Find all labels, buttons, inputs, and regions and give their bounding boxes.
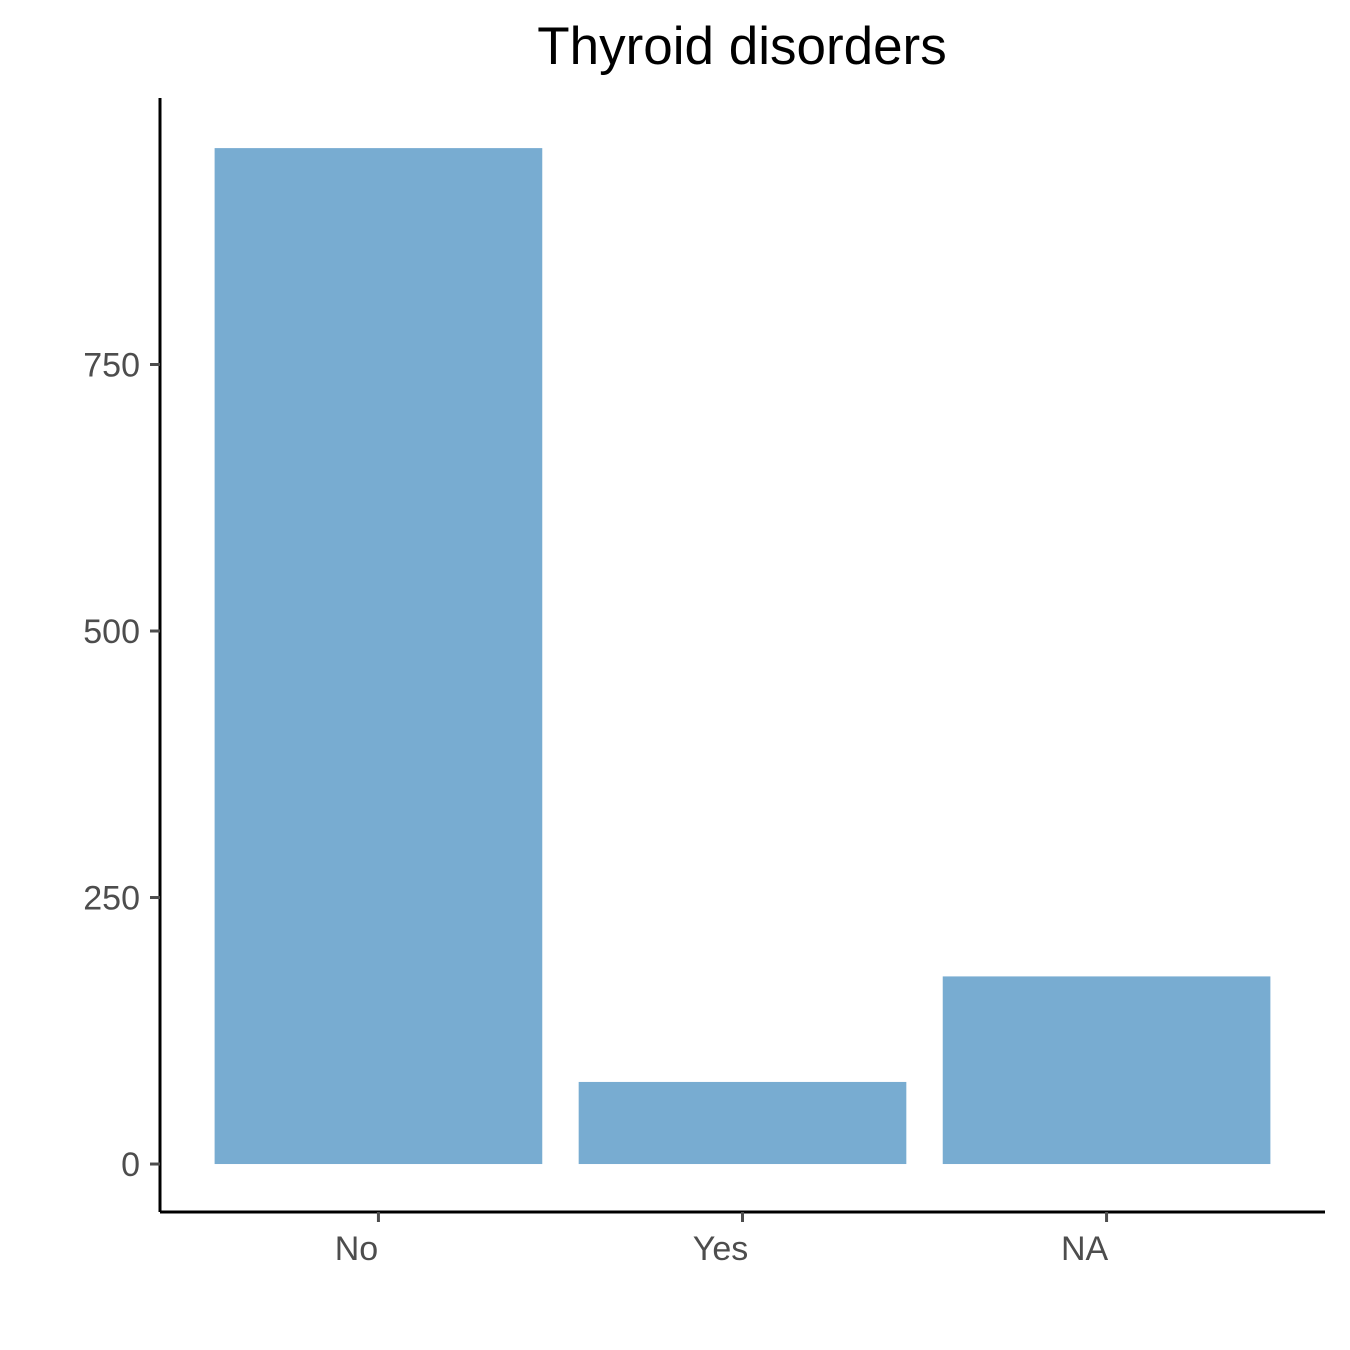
bar-na (942, 976, 1271, 1165)
chart-title: Thyroid disorders (537, 17, 946, 76)
bar-yes (578, 1081, 907, 1165)
bars-layer (214, 148, 1271, 1165)
x-tick-label-no: No (335, 1230, 378, 1268)
bar-no (214, 148, 543, 1165)
y-tick-label: 0 (121, 1146, 140, 1184)
y-ticks-layer: 0 250 500 750 (83, 347, 160, 1184)
x-ticks-layer: No Yes NA (335, 1212, 1109, 1268)
y-tick-label: 500 (83, 613, 140, 651)
x-tick-label-na: NA (1061, 1230, 1109, 1268)
y-tick-label: 250 (83, 880, 140, 918)
y-tick-label: 750 (83, 347, 140, 385)
x-tick-label-yes: Yes (693, 1230, 748, 1268)
